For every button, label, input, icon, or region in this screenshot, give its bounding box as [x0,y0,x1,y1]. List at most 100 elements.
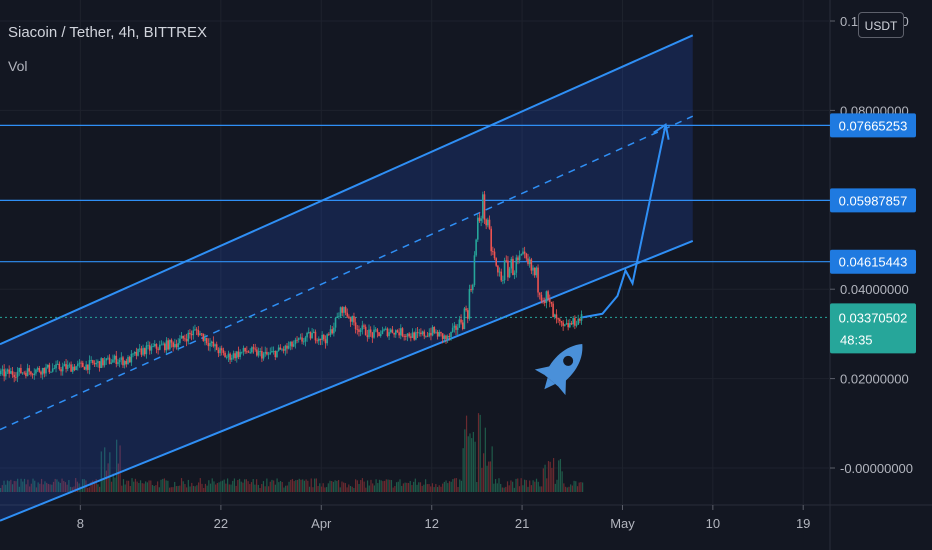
candle-body [135,351,138,356]
candle-body [453,325,456,328]
candle-body [55,364,57,369]
candle-body [87,364,89,370]
level-badge-label: 0.04615443 [839,255,908,270]
volume-bar [351,486,353,492]
volume-bar [491,446,493,492]
candle-body [572,318,574,325]
candle-body [76,363,79,367]
candle-body [277,347,280,351]
candle-body [518,255,521,261]
volume-bar [88,487,90,492]
candle-body [388,332,390,337]
candle-body [465,308,467,311]
candle-body [118,359,121,363]
time-axis[interactable]: 8 22 Apr 12 21 May 10 19 [77,505,811,531]
candle-body [540,294,543,301]
volume-bar [501,487,503,492]
volume-bar [180,478,183,492]
candle-body [301,337,303,342]
volume-bar [204,483,207,492]
y-tick-label: 0.02000000 [840,372,909,387]
candle-body [574,318,576,326]
candle-body [353,316,355,323]
level-badge-label: 0.07665253 [839,118,908,133]
volume-bar [285,485,287,492]
candle-body [61,366,64,372]
candle-body [312,331,315,333]
candle-body [289,341,292,346]
projection-arrow [582,124,667,319]
volume-bar [296,479,299,492]
volume-bar [30,483,32,492]
candle-body [533,267,536,276]
volume-bar [375,479,377,492]
candle-body [569,323,571,328]
volume-bar [201,483,203,492]
candle-body [468,289,471,319]
volume-bar [334,480,336,492]
candle-body [485,219,487,226]
candle-body [431,326,434,336]
volume-bar [494,479,497,492]
level-badge [830,113,916,138]
candle-body [224,352,226,358]
candle-body [463,308,466,330]
candle-body [565,323,568,325]
candle-body [142,348,144,355]
volume-bar [274,484,276,492]
candle-body [115,355,118,364]
volume-bar [189,486,191,492]
volume-indicator-label[interactable]: Vol [8,58,28,74]
candle-body [490,228,492,252]
volume-bar [203,487,205,492]
candle-body [527,258,529,264]
volume-bar [551,467,553,492]
volume-bar [337,479,340,492]
volume-bar [184,484,186,492]
volume-bar [23,478,26,492]
candle-body [33,373,36,376]
price-axis[interactable]: 0.100000000.080000000.040000000.02000000… [830,14,913,476]
candle-body [502,280,504,281]
volume-bar [387,479,389,492]
candle-body [550,301,553,304]
candle-body [369,329,372,333]
volume-bar [322,483,324,492]
candle-body [537,267,539,293]
candle-body [169,339,171,350]
candle-body [552,303,554,318]
volume-bar [281,482,283,492]
volume-bar [380,480,382,492]
candle-body [219,348,221,354]
candle-body [553,314,556,318]
candle-body [133,351,136,354]
regression-channel [0,34,694,522]
volume-bar [80,486,82,492]
volume-bar [122,479,125,492]
candle-body [570,323,573,325]
candle-body [212,341,215,347]
volume-bar [151,485,154,492]
volume-bar [59,482,61,492]
volume-bar [363,481,365,492]
candle-body [155,344,158,349]
candle-body [389,329,392,333]
candle-body [378,332,380,337]
x-tick-label: 22 [214,516,228,531]
candle-body [358,329,360,332]
volume-bar [508,485,510,492]
volume-bar [10,479,12,492]
volume-bar [54,478,56,492]
volume-bar [121,485,123,492]
y-tick-label: 0.04000000 [840,282,909,297]
candle-body [435,331,437,333]
currency-button[interactable]: USDT [858,12,904,38]
candle-body [78,362,81,364]
candle-body [548,298,551,302]
volume-bar [442,483,444,492]
candle-body [48,364,51,373]
candle-body [331,329,333,334]
x-tick-label: 12 [424,516,438,531]
volume-bar [355,479,357,492]
